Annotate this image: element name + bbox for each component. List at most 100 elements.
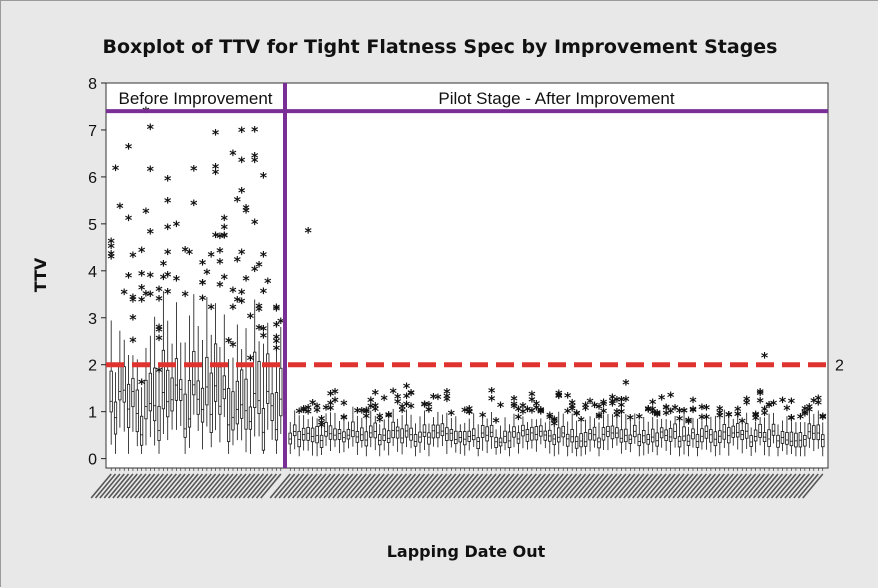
outlier-point: * [398,401,406,417]
outlier-point: * [671,403,679,419]
x-tick-label-mark [721,473,743,499]
x-tick-label-mark [203,473,225,499]
box-body [409,427,413,441]
x-tick-label-mark [212,473,234,499]
box-body [619,429,624,443]
box-body [310,427,315,443]
outlier-point: * [564,406,572,422]
x-tick-label-mark [739,473,761,499]
outlier-point: * [689,405,697,421]
x-tick-label-mark [547,473,569,499]
box-body [170,377,174,412]
box-body [297,430,301,448]
outlier-point: * [689,395,697,411]
outlier-point: * [649,407,657,423]
outlier-point: * [112,163,120,179]
outlier-point: * [255,323,263,339]
x-tick-label-mark [529,473,551,499]
box-body [507,431,512,449]
outlier-point: * [164,196,172,212]
outlier-point: * [568,401,576,417]
x-tick-label-mark [609,473,631,499]
outlier-point: * [108,241,116,257]
outlier-point: * [743,394,751,410]
x-tick-label-mark [186,473,208,499]
outlier-point: * [363,406,371,422]
x-tick-label-mark [291,473,314,499]
y-tick-label: 4 [88,264,97,281]
box-body [400,428,404,444]
outlier-point: * [216,246,224,262]
outlier-point: * [685,417,693,433]
x-tick-label-mark [703,473,725,499]
box-body [373,422,378,439]
x-tick-label-mark [551,473,573,499]
outlier-point: * [221,213,229,229]
outlier-point: * [595,402,603,418]
box-body [471,428,476,441]
outlier-point: * [385,410,393,426]
box-body [785,432,789,445]
outlier-point: * [555,390,563,406]
outlier-point: * [703,403,711,419]
outlier-point: * [125,270,133,286]
outlier-point: * [528,406,536,422]
outlier-point: * [533,399,541,415]
box-body [431,424,436,439]
outlier-point: * [273,302,281,318]
outlier-point: * [340,398,348,414]
x-tick-label-mark [394,473,417,499]
box-body [798,432,803,448]
x-axis-title: Lapping Date Out [387,542,546,561]
outlier-point: * [510,393,518,409]
x-tick-label-mark [160,473,182,499]
outlier-point: * [689,404,697,420]
outlier-point: * [734,409,742,425]
box-body [328,425,333,440]
box-body [758,423,762,438]
x-tick-label-mark [761,473,784,499]
outlier-point: * [216,280,224,296]
outlier-point: * [155,294,163,310]
box-body [244,378,248,430]
outlier-point: * [138,294,146,310]
outlier-point: * [142,206,150,222]
outlier-point: * [819,411,827,427]
outlier-point: * [806,405,814,421]
box-body [709,429,713,443]
x-tick-label-mark [779,473,802,499]
x-tick-label-mark [221,473,243,499]
box-body [200,387,205,423]
x-tick-label-mark [560,473,582,499]
outlier-point: * [407,388,415,404]
box-body [187,380,192,428]
outlier-point: * [627,412,635,428]
outlier-point: * [761,351,769,367]
y-tick-label: 0 [88,452,97,469]
outlier-point: * [636,412,644,428]
box-body [377,434,382,446]
box-body [342,431,346,443]
x-tick-label-mark [318,473,341,499]
outlier-point: * [739,416,747,432]
x-tick-label-mark [506,473,529,499]
box-body [494,436,498,448]
outlier-point: * [618,406,626,422]
outlier-point: * [618,400,626,416]
outlier-point: * [752,410,760,426]
outlier-point: * [147,226,155,242]
outlier-point: * [788,413,796,429]
outlier-point: * [164,270,172,286]
outlier-point: * [461,405,469,421]
x-tick-label-mark [116,473,138,499]
outlier-point: * [229,302,237,318]
outlier-point: * [407,401,415,417]
x-tick-label-mark [717,473,739,499]
outlier-point: * [234,294,242,310]
x-tick-label-mark [457,473,479,499]
outlier-point: * [403,381,411,397]
x-tick-label-mark [225,473,247,499]
outlier-point: * [510,399,518,415]
outlier-point: * [251,264,259,280]
outlier-point: * [716,403,724,419]
